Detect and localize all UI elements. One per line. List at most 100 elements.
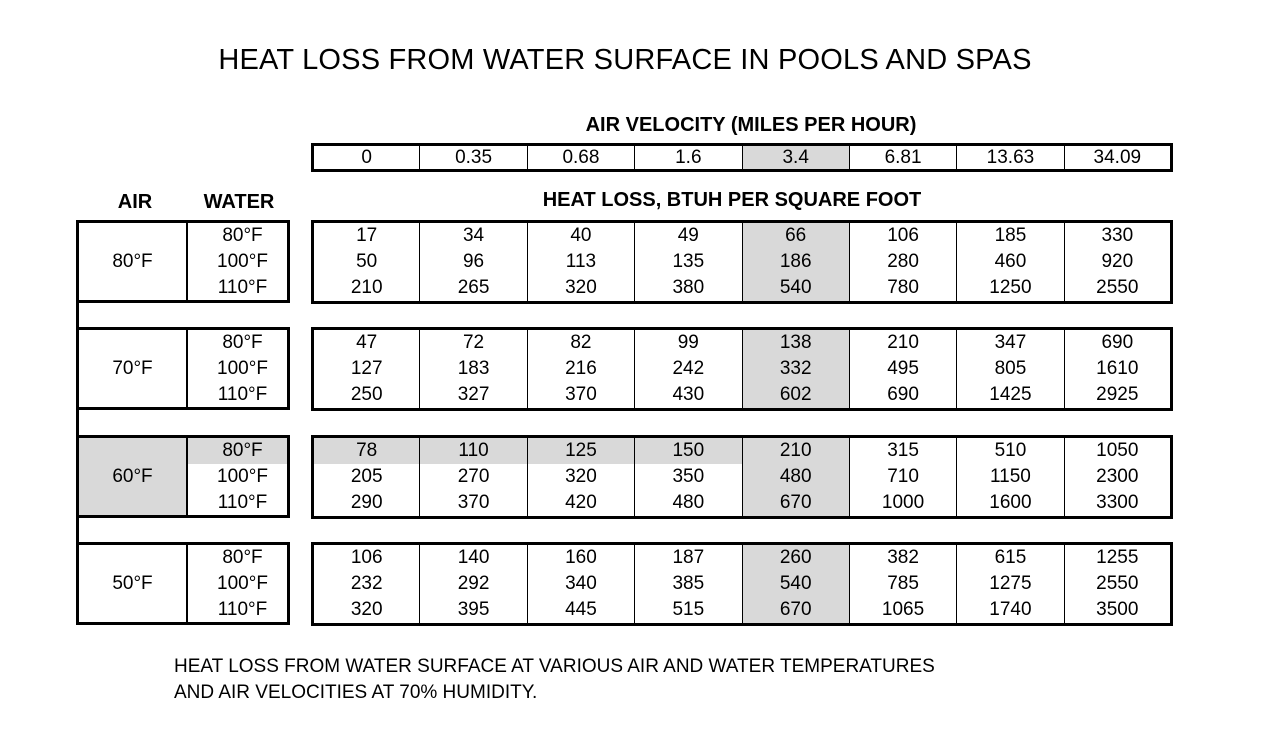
- heat-loss-cell: 327: [419, 382, 528, 410]
- water-column-label: WATER: [203, 191, 275, 213]
- heat-loss-group-table: 106 140 160 187 260 382 615 1255 232 292 340 385 540…: [311, 542, 1173, 626]
- table-row: 232 292 340 385 540 785 1275 2550: [313, 571, 1172, 597]
- heat-loss-cell: 785: [848, 571, 957, 597]
- heat-loss-cell: 183: [419, 356, 528, 382]
- heat-loss-cell: 370: [526, 382, 635, 410]
- velocity-cell: 0: [361, 147, 372, 168]
- heat-loss-cell: 350: [634, 464, 742, 490]
- temperature-group-labels: 80°F 80°F 100°F 110°F: [76, 220, 290, 303]
- heat-loss-cell: 127: [350, 358, 383, 379]
- heat-loss-cell: 78: [312, 436, 420, 464]
- water-temperature-list: 80°F 100°F 110°F: [188, 223, 287, 300]
- velocity-cell: 1.6: [634, 144, 742, 171]
- temperature-group-labels: 60°F 80°F 100°F 110°F: [76, 435, 290, 518]
- heat-loss-cell: 710: [848, 464, 957, 490]
- water-temperature-label: 80°F: [222, 332, 263, 353]
- heat-loss-cell: 185: [956, 221, 1065, 249]
- heat-loss-cell: 205: [350, 466, 383, 487]
- heat-loss-cell: 540: [741, 275, 850, 303]
- water-temperature-label: 100°F: [217, 466, 268, 487]
- heat-loss-cell: 250: [350, 384, 383, 405]
- temperature-group-labels: 50°F 80°F 100°F 110°F: [76, 542, 290, 625]
- heat-loss-cell: 320: [350, 599, 383, 620]
- heat-loss-cell: 1150: [956, 464, 1065, 490]
- heat-loss-cell: 216: [526, 356, 635, 382]
- heat-loss-cell: 347: [956, 328, 1065, 356]
- heat-loss-cell: 96: [419, 249, 528, 275]
- heat-loss-cell: 2300: [1063, 464, 1172, 490]
- heat-loss-cell: 495: [848, 356, 957, 382]
- heat-loss-cell: 480: [634, 490, 742, 518]
- heat-loss-cell: 460: [956, 249, 1065, 275]
- velocity-heading: AIR VELOCITY (MILES PER HOUR): [585, 114, 917, 136]
- temperature-group-labels: 70°F 80°F 100°F 110°F: [76, 327, 290, 410]
- heat-loss-cell: 140: [419, 543, 528, 571]
- heat-loss-cell: 320: [526, 464, 635, 490]
- velocity-header-row: 0 0.35 0.68 1.6 3.4 6.81 13.63 34.09: [311, 143, 1173, 172]
- water-temperature-label: 100°F: [217, 358, 268, 379]
- air-column-label: AIR: [117, 191, 153, 213]
- water-temperature-list: 80°F 100°F 110°F: [188, 438, 287, 515]
- heat-loss-cell: 160: [526, 543, 635, 571]
- heat-loss-cell: 292: [419, 571, 528, 597]
- heat-loss-cell: 1600: [956, 490, 1065, 518]
- heat-loss-cell: 1255: [1063, 543, 1172, 571]
- table-row: 50 96 113 135 186 280 460 920: [313, 249, 1172, 275]
- heat-loss-group-table: 17 34 40 49 66 106 185 330 50 96 113 135 186 280 460 92…: [311, 220, 1173, 304]
- heat-loss-group-table: 78 110 125 150 210 315 510 1050 205 270 320 350 480 7…: [311, 435, 1173, 519]
- heat-loss-cell: 315: [848, 436, 957, 464]
- table-row: 205 270 320 350 480 710 1150 2300: [313, 464, 1172, 490]
- water-temperature-label: 100°F: [217, 251, 268, 272]
- heat-loss-cell: 480: [741, 464, 850, 490]
- table-row: 320 395 445 515 670 1065 1740 3500: [313, 597, 1172, 625]
- table-row: 106 140 160 187 260 382 615 1255: [313, 543, 1172, 571]
- heat-loss-cell: 106: [350, 547, 383, 568]
- heat-loss-cell: 3500: [1063, 597, 1172, 625]
- heat-loss-cell: 920: [1063, 249, 1172, 275]
- table-row: 250 327 370 430 602 690 1425 2925: [313, 382, 1172, 410]
- heat-loss-cell: 1250: [956, 275, 1065, 303]
- water-temperature-label: 110°F: [217, 492, 268, 513]
- heat-loss-cell: 47: [356, 332, 378, 353]
- water-temperature-label: 110°F: [217, 384, 268, 405]
- water-temperature-label: 80°F: [222, 547, 263, 568]
- heat-loss-cell: 210: [741, 436, 850, 464]
- heat-loss-cell: 186: [741, 249, 850, 275]
- heat-loss-cell: 110: [419, 436, 528, 464]
- footnote-line-2: AND AIR VELOCITIES AT 70% HUMIDITY.: [174, 682, 538, 703]
- heat-loss-cell: 320: [526, 275, 635, 303]
- heat-loss-cell: 265: [419, 275, 528, 303]
- heat-loss-cell: 540: [741, 571, 850, 597]
- heat-loss-cell: 242: [634, 356, 742, 382]
- air-temperature-label: 60°F: [79, 438, 188, 515]
- heat-loss-cell: 382: [848, 543, 957, 571]
- heat-loss-cell: 380: [634, 275, 742, 303]
- heat-loss-cell: 113: [526, 249, 635, 275]
- table-row: 210 265 320 380 540 780 1250 2550: [313, 275, 1172, 303]
- heat-loss-cell: 50: [356, 251, 378, 272]
- heat-loss-cell: 17: [356, 225, 378, 246]
- heat-loss-cell: 187: [634, 543, 742, 571]
- heat-loss-cell: 510: [956, 436, 1065, 464]
- heat-loss-cell: 670: [741, 490, 850, 518]
- heat-loss-cell: 2550: [1063, 571, 1172, 597]
- heat-loss-cell: 72: [419, 328, 528, 356]
- heat-loss-cell: 1610: [1063, 356, 1172, 382]
- air-temperature-label: 50°F: [79, 545, 188, 622]
- heat-loss-cell: 66: [741, 221, 850, 249]
- group-connector: [76, 518, 79, 542]
- heat-loss-cell: 3300: [1063, 490, 1172, 518]
- heat-loss-cell: 1740: [956, 597, 1065, 625]
- heat-loss-cell: 690: [1063, 328, 1172, 356]
- heat-loss-cell: 138: [741, 328, 850, 356]
- heat-loss-cell: 330: [1063, 221, 1172, 249]
- heat-loss-cell: 150: [634, 436, 742, 464]
- heat-loss-cell: 2925: [1063, 382, 1172, 410]
- heat-loss-cell: 385: [634, 571, 742, 597]
- heat-loss-cell: 82: [526, 328, 635, 356]
- heat-loss-cell: 615: [956, 543, 1065, 571]
- velocity-cell: 0.35: [419, 144, 528, 171]
- heat-loss-cell: 340: [526, 571, 635, 597]
- velocity-cell: 34.09: [1063, 144, 1172, 171]
- heat-loss-cell: 1050: [1063, 436, 1172, 464]
